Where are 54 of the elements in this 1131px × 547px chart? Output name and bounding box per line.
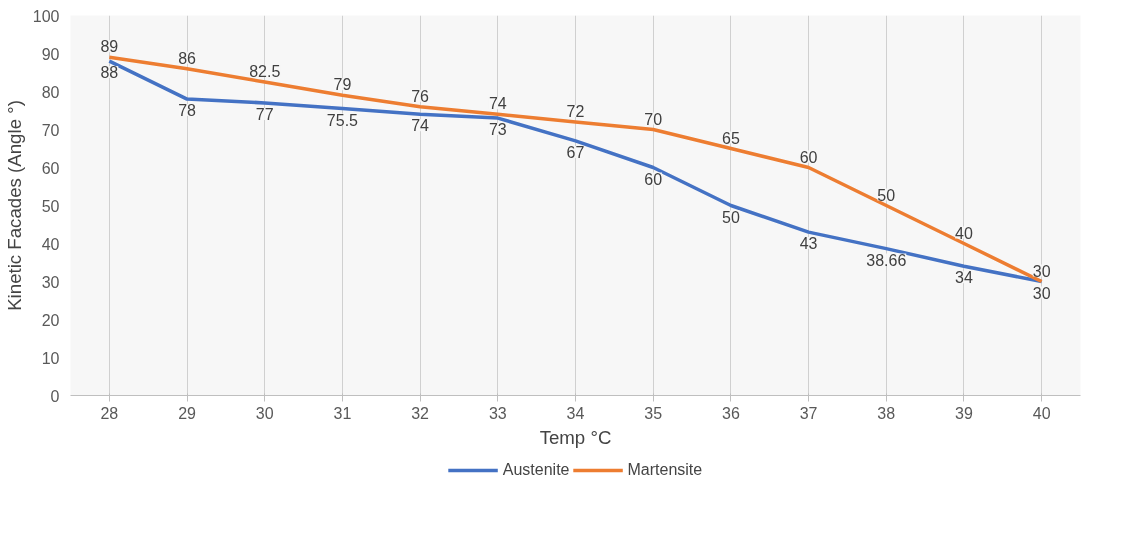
data-label: 78 [178,102,197,120]
data-label: 77 [255,105,274,123]
data-label: 30 [1032,284,1051,302]
x-tick-label: 28 [100,404,119,422]
data-label: 43 [799,235,818,253]
data-label: 74 [488,95,507,113]
data-label: 70 [644,110,663,128]
data-label: 34 [955,269,973,287]
y-tick-label: 10 [41,349,60,367]
data-label: 75.5 [326,111,359,129]
x-tick-label: 37 [799,404,818,422]
data-label: 88 [100,64,119,82]
x-tick-label: 34 [566,404,585,422]
x-tick-label: 35 [644,404,663,422]
data-label: 73 [488,121,507,139]
legend-label: Austenite [502,461,570,479]
data-label: 38.66 [866,251,907,269]
x-tick-label: 31 [333,404,352,422]
x-tick-label: 33 [488,404,507,422]
y-axis-title: Kinetic Facades (Angle °) [3,100,25,311]
y-tick-label: 20 [41,311,60,329]
x-tick-label: 39 [955,404,973,422]
data-label: 40 [955,224,973,242]
y-tick-label: 90 [41,45,60,63]
y-tick-label: 100 [32,7,60,25]
data-label: 60 [799,148,818,166]
y-tick-label: 70 [41,121,60,139]
x-axis-title: Temp °C [539,426,612,448]
data-label: 67 [566,143,585,161]
data-label: 79 [333,76,352,94]
legend-label: Martensite [627,461,703,479]
x-tick-label: 40 [1032,404,1051,422]
data-label: 74 [411,117,430,135]
y-tick-label: 50 [41,197,60,215]
x-tick-label: 30 [255,404,274,422]
data-label: 60 [644,170,663,188]
y-tick-label: 30 [41,273,60,291]
data-label: 30 [1032,262,1051,280]
y-tick-label: 80 [41,83,60,101]
y-tick-label: 0 [50,387,60,405]
y-tick-label: 40 [41,235,60,253]
x-tick-label: 38 [877,404,896,422]
data-label: 65 [721,129,740,147]
data-label: 50 [721,208,740,226]
x-tick-label: 36 [721,404,740,422]
data-label: 72 [566,102,585,120]
y-tick-label: 60 [41,159,60,177]
data-label: 89 [100,38,119,56]
data-label: 50 [877,186,896,204]
data-label: 82.5 [249,63,281,80]
data-label: 76 [411,87,430,105]
data-label: 86 [178,49,197,67]
x-tick-label: 32 [411,404,430,422]
x-tick-label: 29 [178,404,197,422]
